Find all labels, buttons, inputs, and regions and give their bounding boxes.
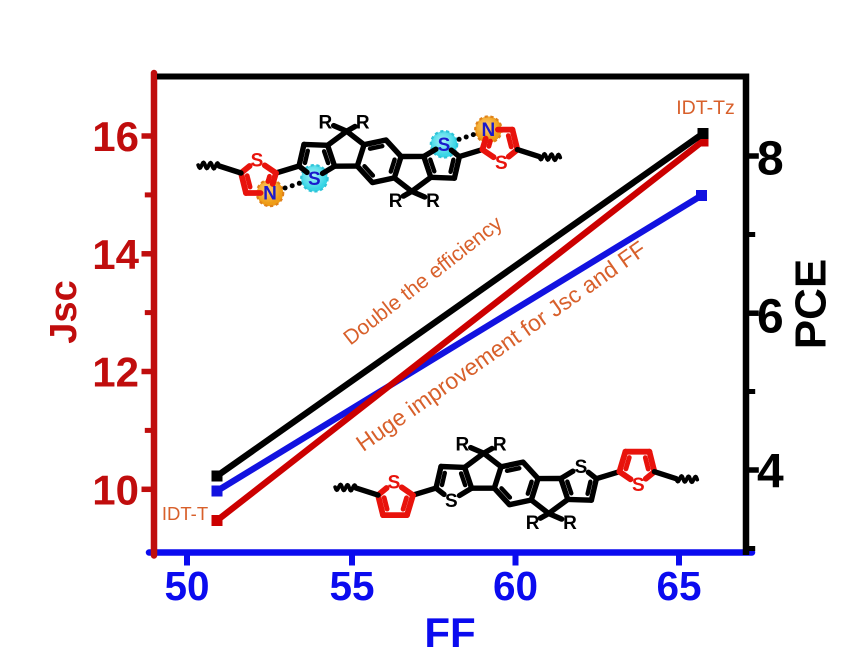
- svg-text:10: 10: [92, 466, 139, 513]
- svg-text:65: 65: [656, 563, 701, 609]
- svg-text:R: R: [526, 513, 540, 534]
- svg-text:16: 16: [92, 113, 139, 160]
- svg-text:14: 14: [92, 231, 139, 278]
- svg-text:PCE: PCE: [787, 259, 836, 349]
- svg-text:IDT-T: IDT-T: [162, 503, 208, 524]
- svg-text:R: R: [356, 113, 370, 134]
- svg-text:S: S: [495, 153, 508, 174]
- svg-text:R: R: [563, 513, 577, 534]
- svg-text:4: 4: [757, 446, 784, 499]
- svg-text:60: 60: [493, 563, 538, 609]
- svg-text:S: S: [388, 473, 401, 494]
- svg-text:S: S: [632, 475, 645, 496]
- svg-text:S: S: [575, 457, 588, 478]
- svg-text:8: 8: [757, 133, 784, 186]
- svg-text:R: R: [319, 113, 333, 134]
- svg-text:FF: FF: [424, 609, 475, 656]
- svg-text:R: R: [389, 191, 403, 212]
- svg-text:55: 55: [329, 563, 374, 609]
- svg-text:N: N: [482, 120, 496, 141]
- svg-text:R: R: [456, 435, 470, 456]
- svg-text:S: S: [445, 491, 458, 512]
- svg-text:6: 6: [757, 291, 784, 344]
- svg-text:IDT-Tz: IDT-Tz: [676, 97, 735, 119]
- svg-text:N: N: [263, 184, 277, 205]
- svg-text:50: 50: [164, 563, 209, 609]
- svg-text:S: S: [438, 135, 451, 156]
- svg-text:S: S: [251, 151, 264, 172]
- svg-text:R: R: [493, 435, 507, 456]
- svg-text:Huge improvement for Jsc and F: Huge improvement for Jsc and FF: [351, 236, 651, 457]
- svg-text:S: S: [308, 169, 321, 190]
- svg-text:R: R: [426, 191, 440, 212]
- svg-text:Jsc: Jsc: [43, 280, 85, 343]
- svg-text:12: 12: [92, 349, 139, 396]
